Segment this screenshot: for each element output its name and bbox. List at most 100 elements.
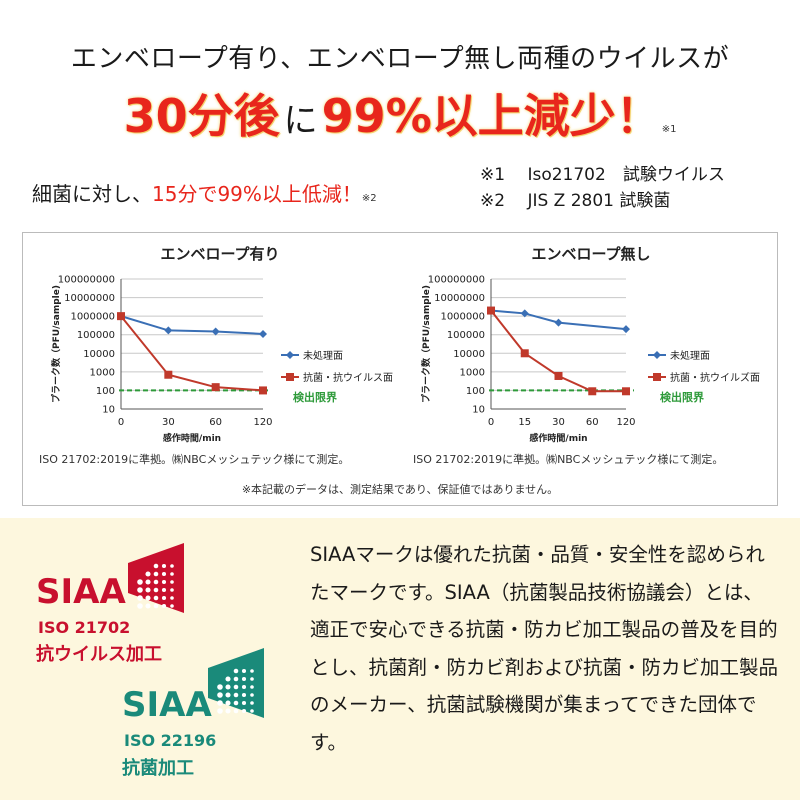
- logo-dot: [137, 595, 143, 601]
- legend-marker: [653, 373, 661, 381]
- logo-dot: [145, 603, 151, 609]
- logo-dot: [170, 564, 174, 568]
- y-tick-label: 100: [96, 386, 115, 397]
- footnotes: ※1 Iso21702 試験ウイルス ※2 JIS Z 2801 試験菌: [480, 162, 725, 214]
- y-tick-label: 100: [466, 386, 485, 397]
- data-point: [588, 387, 597, 396]
- claim-note-mark: ※1: [661, 124, 677, 135]
- logo-dot: [161, 563, 167, 569]
- y-tick-label: 10000: [83, 349, 115, 360]
- series-line: [490, 309, 627, 331]
- logo-dot: [250, 685, 254, 689]
- chart-2: エンベロープ無し 10 100 1000 10000 100000 1000000 10000…: [413, 245, 760, 466]
- y-tick-label: 10000000: [64, 293, 115, 304]
- logo-dot: [145, 595, 151, 601]
- logo-dot: [170, 596, 174, 600]
- logo-dot: [225, 700, 231, 706]
- x-axis-label: 感作時間/min: [529, 432, 587, 444]
- legend-marker: [286, 373, 294, 381]
- disclaimer: ※本記載のデータは、測定結果であり、保証値ではありません。: [242, 482, 558, 496]
- chart-footnote: ISO 21702:2019に準拠。㈱NBCメッシュテック様にて測定。: [39, 452, 349, 466]
- logo-dot: [161, 603, 167, 609]
- bacteria-claim-prefix: 細菌に対し、: [32, 182, 152, 206]
- main-claim: 30分後 に99%以上減少！※1: [0, 80, 800, 146]
- siaa-flag-icon: [128, 543, 184, 613]
- logo-dot: [161, 579, 167, 585]
- logo-dot: [137, 587, 143, 593]
- data-point: [520, 309, 529, 318]
- charts-svg: ※本記載のデータは、測定結果であり、保証値ではありません。 エンベロープ有り 10…: [39, 245, 760, 496]
- bacteria-claim: 細菌に対し、15分で99%以上低減！※2: [32, 178, 377, 207]
- logo-dot: [250, 693, 254, 697]
- logo-dot: [217, 684, 223, 690]
- logo-dot: [233, 692, 239, 698]
- legend-label: 抗菌・抗ウイルズ面: [670, 371, 760, 384]
- legend-label: 抗菌・抗ウイルス面: [303, 371, 393, 384]
- chart-footnote: ISO 21702:2019に準拠。㈱NBCメッシュテック様にて測定。: [413, 452, 723, 466]
- siaa-dot-pattern-icon-2: [217, 668, 254, 714]
- y-tick-label: 100000000: [428, 275, 485, 286]
- data-point: [554, 318, 563, 327]
- logo-dot: [233, 708, 239, 714]
- x-tick-label: 120: [616, 417, 635, 428]
- y-tick-label: 10000: [453, 349, 485, 360]
- claim-particle: に: [283, 101, 318, 141]
- data-point: [117, 312, 125, 321]
- data-point: [622, 387, 630, 396]
- logo-dot: [161, 595, 167, 601]
- y-tick-label: 1000000: [440, 312, 485, 323]
- logo-dot: [153, 563, 159, 569]
- y-tick-label: 100000: [77, 330, 115, 341]
- data-point: [259, 386, 267, 395]
- logo-dot: [170, 588, 174, 592]
- legend-detection-limit: 検出限界: [660, 390, 704, 404]
- legend-detection-limit: 検出限界: [293, 390, 337, 404]
- logo-dot: [241, 708, 247, 714]
- y-tick-label: 100000000: [58, 275, 115, 286]
- logo-dot: [233, 668, 239, 674]
- x-tick-label: 0: [488, 417, 494, 428]
- logo-dot: [153, 571, 159, 577]
- data-point: [211, 383, 220, 392]
- logo-dot: [233, 676, 239, 682]
- logo-dot: [225, 692, 231, 698]
- logo-dot: [145, 571, 151, 577]
- chart-title: エンベロープ無し: [531, 245, 650, 263]
- chart-title: エンベロープ有り: [160, 245, 279, 263]
- data-point: [164, 326, 173, 335]
- logo-dot: [137, 603, 143, 609]
- logo-dot: [233, 684, 239, 690]
- y-tick-label: 1000: [460, 367, 485, 378]
- legend-label: 未処理面: [670, 349, 710, 362]
- x-tick-label: 0: [118, 417, 124, 428]
- data-point: [259, 329, 267, 338]
- footnote-2: ※2 JIS Z 2801 試験菌: [480, 191, 671, 211]
- logo1-label: 抗ウイルス加工: [36, 643, 162, 665]
- y-axis-label: プラーク数（PFU/sample): [420, 285, 432, 403]
- logo-dot: [153, 595, 159, 601]
- data-point: [164, 370, 173, 379]
- legend-marker: [286, 351, 294, 359]
- logo-dot: [161, 587, 167, 593]
- logo-dot: [161, 571, 167, 577]
- logo-dot: [170, 580, 174, 584]
- siaa-logos: SIAA ISO 21702 抗ウイルス加工 SIAA ISO 22196 抗菌…: [36, 543, 264, 779]
- logo-dot: [170, 572, 174, 576]
- logo-dot: [153, 603, 159, 609]
- y-tick-label: 100000: [447, 330, 485, 341]
- logo2-iso: ISO 22196: [124, 731, 216, 750]
- logo-dot: [241, 676, 247, 682]
- claim-reduction: 99%以上減少！: [321, 89, 662, 143]
- y-axis-label: プラーク数（PFU/sample): [50, 285, 62, 403]
- bacteria-claim-note-mark: ※2: [361, 193, 377, 204]
- data-point: [211, 327, 220, 336]
- data-point: [554, 371, 563, 380]
- x-tick-label: 30: [162, 417, 175, 428]
- logo-dot: [225, 708, 231, 714]
- x-tick-label: 120: [253, 417, 272, 428]
- claim-time: 30分後: [123, 89, 280, 143]
- chart-1: エンベロープ有り 10 100 1000 10000 100000 1000000 10000…: [39, 245, 393, 466]
- x-tick-label: 60: [586, 417, 599, 428]
- logo-dot: [145, 587, 151, 593]
- y-tick-label: 10: [472, 405, 485, 416]
